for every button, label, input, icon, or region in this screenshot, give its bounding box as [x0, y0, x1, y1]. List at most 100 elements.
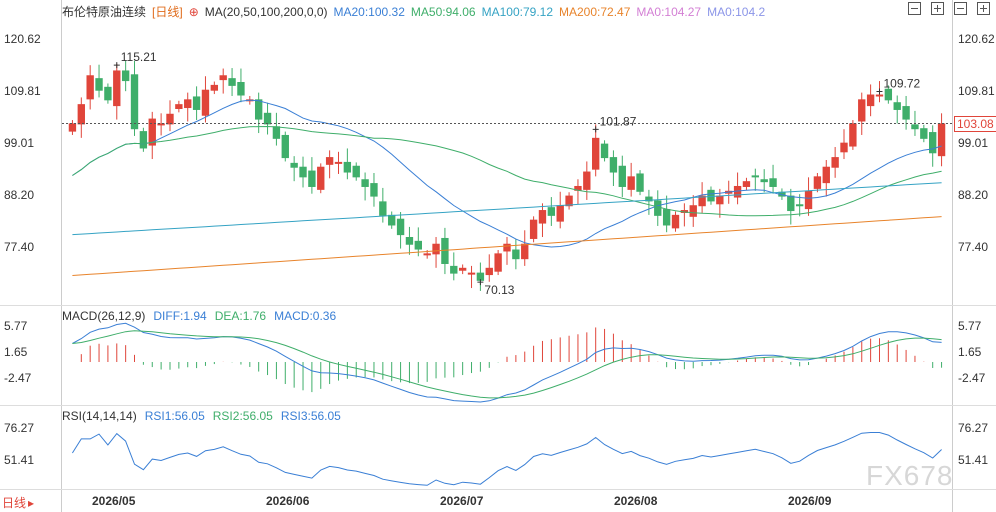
candle-body [503, 243, 511, 252]
macd-diff: DIFF:1.94 [153, 309, 207, 323]
candle-body [281, 134, 289, 159]
macd-header: MACD(26,12,9) DIFF:1.94 DEA:1.76 MACD:0.… [62, 309, 336, 323]
candle-body [902, 106, 910, 120]
candle-body [370, 183, 378, 197]
current-price-tag: 103.08 [954, 116, 996, 132]
collapse-icon[interactable] [954, 2, 967, 15]
candle-body [494, 253, 502, 272]
candle-body [521, 243, 529, 260]
candle-body [556, 205, 564, 222]
candle-body [929, 132, 937, 154]
candle-body [840, 142, 848, 153]
candle-body [290, 162, 298, 168]
candle-body [636, 173, 644, 192]
candle-body [565, 195, 573, 207]
candle-body [760, 179, 768, 183]
target-icon[interactable]: ⊕ [188, 4, 199, 19]
candle-body [450, 265, 458, 274]
x-tick-label: 2026/07 [440, 494, 484, 508]
price-tick-left: 99.01 [4, 136, 34, 150]
price-tick-right: 77.40 [958, 240, 988, 254]
price-tick-left: 77.40 [4, 240, 34, 254]
price-annotation: 109.72 [883, 77, 920, 91]
price-tick-left: 88.20 [4, 188, 34, 202]
candle-body [813, 176, 822, 189]
candle-body [485, 267, 493, 276]
candle-body [831, 157, 839, 168]
price-annotation: 70.13 [484, 283, 514, 297]
candle-body [751, 175, 760, 178]
candle-body [237, 82, 245, 96]
toolbar [908, 2, 990, 15]
candle-body [388, 214, 396, 226]
instrument-title: 布伦特原油连续 [62, 5, 147, 19]
candle-body [272, 126, 281, 139]
candle-body [86, 75, 94, 100]
candle-body [458, 267, 467, 271]
candle-body [645, 196, 653, 202]
zoom-in-icon[interactable] [931, 2, 944, 15]
candle-body [157, 123, 165, 126]
macd-tick-right: 5.77 [958, 319, 982, 333]
ma50-line [72, 125, 942, 217]
candle-body [716, 195, 724, 205]
expand-icon[interactable] [977, 2, 990, 15]
macd-tick-left: 1.65 [4, 345, 28, 359]
candle-body [671, 214, 680, 229]
candle-body [920, 128, 928, 139]
period-tab-arrow-icon: ▸ [28, 495, 35, 510]
candle-body [529, 219, 538, 239]
ma0-value-b: MA0:104.2 [707, 4, 766, 19]
candle-body [317, 166, 325, 190]
candle-body [201, 89, 210, 116]
price-tick-right: 120.62 [958, 32, 995, 46]
price-annotation: 115.21 [121, 50, 157, 64]
rsi-tick-right: 51.41 [958, 453, 988, 467]
watermark: FX678 [866, 460, 954, 491]
ma50-value: MA50:94.06 [410, 4, 476, 19]
candle-body [121, 70, 130, 82]
candle-body [795, 204, 804, 207]
annotation-marker [876, 88, 883, 95]
rsi2-value: RSI2:56.05 [212, 409, 273, 423]
macd-tick-left: -2.47 [4, 371, 32, 385]
candle-body [254, 99, 263, 120]
ma-settings-label[interactable]: MA(20,50,100,200,0,0) [204, 4, 328, 19]
rsi-tick-left: 51.41 [4, 453, 34, 467]
candle-body [538, 210, 547, 224]
annotation-marker [113, 62, 120, 69]
candle-body [352, 165, 360, 178]
macd-value: MACD:0.36 [274, 309, 337, 323]
price-annotation: 101.87 [600, 114, 637, 128]
candle-body [308, 170, 316, 187]
candle-body [441, 237, 449, 264]
candle-body [139, 131, 148, 149]
rsi1-value: RSI1:56.05 [144, 409, 205, 423]
macd-label[interactable]: MACD(26,12,9) [62, 309, 146, 323]
candle-body [130, 74, 139, 130]
candle-body [166, 113, 174, 125]
macd-tick-right: 1.65 [958, 345, 982, 359]
candle-body [405, 236, 414, 245]
candle-body [698, 195, 706, 207]
macd-diff-line [72, 322, 942, 403]
candle-body [192, 96, 201, 110]
candle-body [937, 123, 946, 157]
candle-body [884, 88, 893, 101]
candle-body [467, 272, 476, 275]
candle-body [769, 178, 777, 187]
candle-body [423, 253, 431, 256]
candle-body [95, 78, 103, 91]
macd-tick-right: -2.47 [958, 371, 986, 385]
rsi-label[interactable]: RSI(14,14,14) [62, 409, 137, 423]
price-tick-right: 99.01 [958, 136, 988, 150]
price-tick-right: 109.81 [958, 84, 995, 98]
period-badge[interactable]: [日线] [152, 5, 183, 19]
zoom-out-icon[interactable] [908, 2, 921, 15]
candle-body [707, 189, 715, 202]
candle-body [299, 166, 307, 178]
candle-body [343, 161, 352, 173]
period-tab[interactable]: 日线 ▸ [2, 494, 34, 511]
ma100-line [72, 182, 942, 236]
